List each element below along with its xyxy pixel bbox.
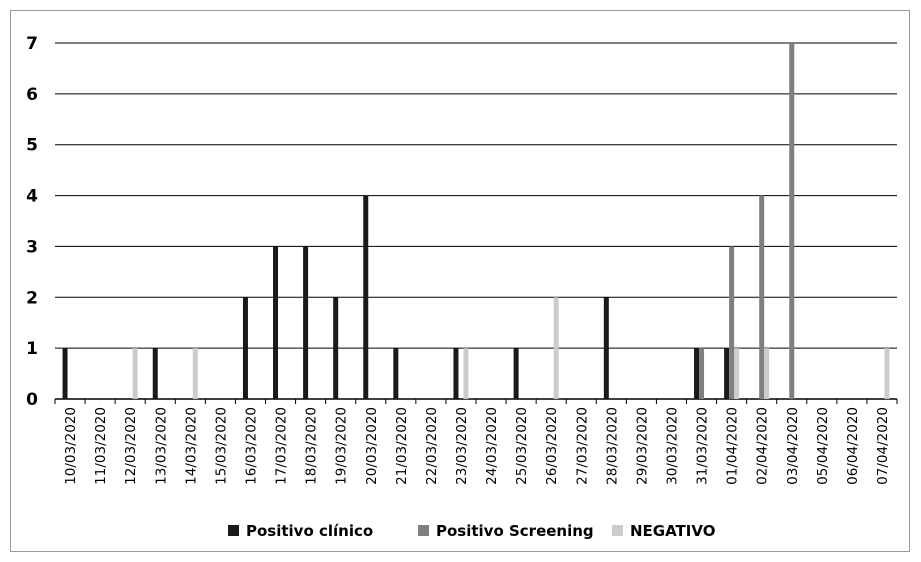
legend-swatch-negativo: [612, 525, 623, 536]
bar-positivo-cl-nico-10-03-2020: [62, 348, 68, 399]
x-tick-label: 12/03/2020: [123, 407, 139, 485]
x-tick-label: 15/03/2020: [213, 407, 229, 485]
bar-positivo-screening-01-04-2020: [729, 246, 735, 399]
bar-negativo-26-03-2020: [553, 297, 559, 399]
legend-label-positivo-screening: Positivo Screening: [436, 522, 594, 540]
x-tick-label: 03/04/2020: [785, 407, 801, 485]
x-tick-label: 02/04/2020: [755, 407, 771, 485]
legend-swatch-positivo-cl-nico: [228, 525, 239, 536]
x-tick-label: 18/03/2020: [304, 407, 320, 485]
x-tick-label: 01/04/2020: [725, 407, 741, 485]
x-tick-label: 31/03/2020: [695, 407, 711, 485]
y-tick-label-3: 3: [26, 237, 38, 257]
legend-swatch-positivo-screening: [418, 525, 429, 536]
x-tick-label: 28/03/2020: [604, 407, 620, 485]
x-tick-label: 23/03/2020: [454, 407, 470, 485]
bar-positivo-cl-nico-20-03-2020: [363, 195, 369, 399]
x-tick-label: 16/03/2020: [243, 407, 259, 485]
x-tick-label: 22/03/2020: [424, 407, 440, 485]
x-tick-label: 19/03/2020: [334, 407, 350, 485]
y-tick-label-4: 4: [26, 187, 38, 207]
bar-positivo-screening-02-04-2020: [759, 195, 765, 399]
x-tick-label: 29/03/2020: [634, 407, 650, 485]
bar-positivo-cl-nico-01-04-2020: [724, 348, 730, 399]
y-tick-label-6: 6: [26, 85, 38, 105]
x-tick-label: 17/03/2020: [274, 407, 290, 485]
legend-label-negativo: NEGATIVO: [630, 522, 715, 540]
bar-positivo-cl-nico-18-03-2020: [303, 246, 309, 399]
bar-positivo-cl-nico-17-03-2020: [273, 246, 279, 399]
x-tick-label: 21/03/2020: [394, 407, 410, 485]
y-tick-label-0: 0: [26, 390, 38, 410]
bar-negativo-14-03-2020: [192, 348, 198, 399]
bar-positivo-cl-nico-23-03-2020: [453, 348, 459, 399]
legend-label-positivo-cl-nico: Positivo clínico: [246, 522, 373, 540]
bar-negativo-23-03-2020: [463, 348, 469, 399]
bar-negativo-12-03-2020: [132, 348, 138, 399]
y-tick-label-1: 1: [26, 339, 38, 359]
bar-positivo-cl-nico-28-03-2020: [603, 297, 609, 399]
x-tick-label: 13/03/2020: [153, 407, 169, 485]
x-tick-label: 25/03/2020: [514, 407, 530, 485]
x-tick-label: 14/03/2020: [183, 407, 199, 485]
bar-negativo-07-04-2020: [884, 348, 890, 399]
y-tick-label-5: 5: [26, 136, 38, 156]
bar-positivo-cl-nico-19-03-2020: [333, 297, 339, 399]
x-tick-label: 26/03/2020: [544, 407, 560, 485]
x-tick-label: 11/03/2020: [93, 407, 109, 485]
x-tick-label: 24/03/2020: [484, 407, 500, 485]
bar-negativo-01-04-2020: [734, 348, 740, 399]
bar-negativo-02-04-2020: [764, 348, 770, 399]
bar-positivo-screening-03-04-2020: [789, 43, 795, 399]
y-tick-label-7: 7: [26, 34, 38, 54]
x-tick-label: 20/03/2020: [364, 407, 380, 485]
x-tick-label: 05/04/2020: [815, 407, 831, 485]
bar-positivo-cl-nico-16-03-2020: [242, 297, 248, 399]
x-tick-label: 06/04/2020: [845, 407, 861, 485]
x-tick-label: 10/03/2020: [63, 407, 79, 485]
bar-positivo-cl-nico-31-03-2020: [694, 348, 700, 399]
bar-positivo-screening-31-03-2020: [699, 348, 705, 399]
x-tick-label: 30/03/2020: [664, 407, 680, 485]
x-tick-label: 07/04/2020: [875, 407, 891, 485]
x-tick-label: 27/03/2020: [574, 407, 590, 485]
bar-positivo-cl-nico-25-03-2020: [513, 348, 519, 399]
bar-positivo-cl-nico-13-03-2020: [152, 348, 158, 399]
y-tick-label-2: 2: [26, 288, 38, 308]
bar-positivo-cl-nico-21-03-2020: [393, 348, 399, 399]
